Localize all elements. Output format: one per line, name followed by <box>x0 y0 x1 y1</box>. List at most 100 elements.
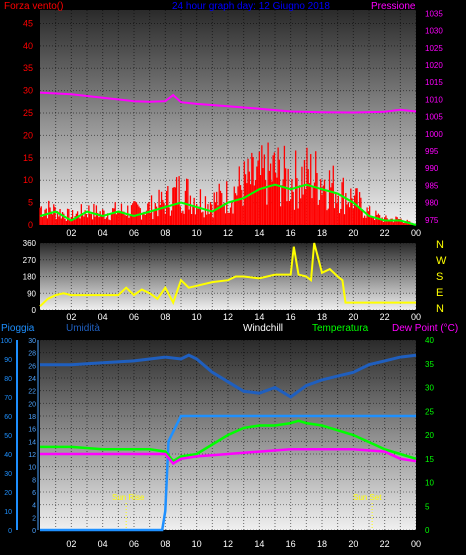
x-tick-label: 12 <box>223 312 233 322</box>
pressure-tick-label: 1020 <box>425 61 443 70</box>
pressure-tick-label: 1005 <box>425 113 443 122</box>
temperature-line <box>40 419 417 463</box>
direction-tick-label: 270 <box>23 256 37 265</box>
rain-tick-label: 6 <box>32 490 36 497</box>
rain-tick-label: 20 <box>28 401 36 408</box>
wind-tick-label: 0 <box>28 220 33 230</box>
humidity-tick-label: 0 <box>8 528 12 535</box>
x-tick-label: 08 <box>160 228 170 238</box>
temperature-tick-label: 40 <box>425 336 434 345</box>
rain-tick-label: 4 <box>32 503 36 510</box>
rain-line <box>40 414 416 532</box>
rain-tick-label: 8 <box>32 477 36 484</box>
x-tick-label: 18 <box>317 312 327 322</box>
pressure-tick-label: 985 <box>425 181 439 190</box>
temperature-tick-label: 20 <box>425 431 434 440</box>
rain-tick-label: 14 <box>28 439 36 446</box>
direction-tick-label: 90 <box>27 289 36 298</box>
wind-tick-label: 30 <box>23 86 33 96</box>
wind-direction-line <box>39 242 416 308</box>
rain-tick-label: 18 <box>28 414 36 421</box>
x-tick-label: 04 <box>98 312 108 322</box>
rain-tick-label: 12 <box>28 452 36 459</box>
humidity-tick-label: 20 <box>4 490 12 497</box>
x-tick-label: 20 <box>348 539 358 549</box>
x-tick-label: 10 <box>192 312 202 322</box>
x-tick-label: 22 <box>380 539 390 549</box>
x-tick-label: 18 <box>317 539 327 549</box>
rain-tick-label: 0 <box>32 528 36 535</box>
x-tick-label: 16 <box>286 539 296 549</box>
pressure-tick-label: 990 <box>425 164 439 173</box>
rain-tick-label: 2 <box>32 515 36 522</box>
humidity-tick-label: 90 <box>4 357 12 364</box>
pressure-tick-label: 1035 <box>425 9 443 18</box>
humidity-tick-label: 10 <box>4 509 12 516</box>
x-tick-label: 12 <box>223 539 233 549</box>
humidity-tick-label: 70 <box>4 395 12 402</box>
x-tick-label: 12 <box>223 228 233 238</box>
wind-tick-label: 15 <box>23 153 33 163</box>
wind-tick-label: 35 <box>23 63 33 73</box>
x-tick-label: 02 <box>66 312 76 322</box>
x-tick-label: 18 <box>317 228 327 238</box>
x-tick-label: 00 <box>411 539 421 549</box>
humidity-tick-label: 30 <box>4 471 12 478</box>
rain-tick-label: 24 <box>28 376 36 383</box>
humidity-tick-label: 60 <box>4 414 12 421</box>
humidity-tick-label: 50 <box>4 433 12 440</box>
dewpoint-line <box>40 448 417 466</box>
x-tick-label: 20 <box>348 312 358 322</box>
windchill-label: Windchill <box>243 323 283 334</box>
compass-letter: E <box>436 287 443 299</box>
pressure-tick-label: 980 <box>425 199 439 208</box>
wind-tick-label: 25 <box>23 108 33 118</box>
x-tick-label: 00 <box>411 312 421 322</box>
rain-tick-label: 16 <box>28 427 36 434</box>
direction-tick-label: 360 <box>23 239 37 248</box>
dewpoint-label: Dew Point (°C) <box>392 323 458 334</box>
rain-tick-label: 22 <box>28 389 36 396</box>
pressure-tick-label: 1025 <box>425 44 443 53</box>
temperature-tick-label: 10 <box>425 479 434 488</box>
pressure-tick-label: 1015 <box>425 78 443 87</box>
humidity-tick-label: 40 <box>4 452 12 459</box>
rain-label: Pioggia <box>1 323 35 334</box>
wind-average-line <box>39 183 417 226</box>
compass-letter: N <box>436 239 444 251</box>
pressure-axis-label: Pressione <box>371 1 416 12</box>
pressure-tick-label: 1000 <box>425 130 443 139</box>
x-tick-label: 10 <box>192 228 202 238</box>
x-tick-label: 06 <box>129 312 139 322</box>
wind-tick-label: 40 <box>23 41 33 51</box>
x-tick-label: 14 <box>254 539 264 549</box>
wind-tick-label: 45 <box>23 18 33 28</box>
rain-tick-label: 28 <box>28 351 36 358</box>
rain-tick-label: 26 <box>28 363 36 370</box>
temperature-label: Temperatura <box>312 323 369 334</box>
x-tick-label: 22 <box>380 228 390 238</box>
x-tick-label: 02 <box>66 539 76 549</box>
x-tick-label: 16 <box>286 228 296 238</box>
chart-title: 24 hour graph day: 12 Giugno 2018 <box>172 1 330 12</box>
x-tick-label: 14 <box>254 228 264 238</box>
humidity-tick-label: 80 <box>4 376 12 383</box>
x-tick-label: 04 <box>98 539 108 549</box>
humidity-line <box>40 353 417 399</box>
x-tick-label: 08 <box>160 539 170 549</box>
x-tick-label: 10 <box>192 539 202 549</box>
x-tick-label: 16 <box>286 312 296 322</box>
wind-tick-label: 10 <box>23 175 33 185</box>
compass-letter: W <box>436 255 447 267</box>
rain-tick-label: 10 <box>28 465 36 472</box>
sunset-label: Sun Set <box>353 493 382 502</box>
x-tick-label: 04 <box>98 228 108 238</box>
pressure-line <box>39 91 417 114</box>
rain-tick-label: 30 <box>28 338 36 345</box>
wind-pressure-panel <box>40 10 416 225</box>
pressure-tick-label: 995 <box>425 147 439 156</box>
temperature-tick-label: 30 <box>425 384 434 393</box>
wind-tick-label: 5 <box>28 198 33 208</box>
wind-axis-label: Forza vento() <box>4 1 63 12</box>
